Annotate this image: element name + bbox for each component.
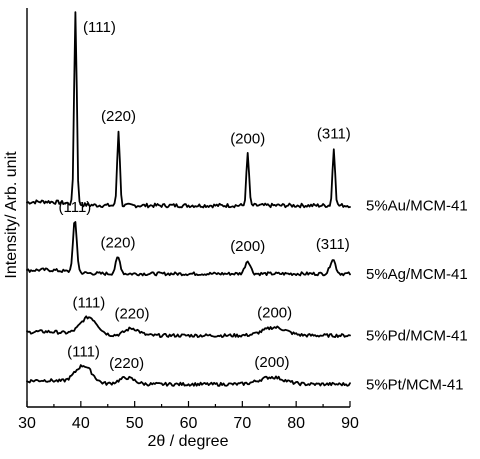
peak-label: (220)	[114, 305, 149, 322]
peak-label: (220)	[100, 235, 135, 252]
peak-label: (311)	[316, 236, 350, 253]
trace-5-au-mcm-41	[26, 11, 351, 209]
trace-5-ag-mcm-41	[26, 221, 351, 277]
x-axis-title: 2θ / degree	[148, 433, 229, 450]
peak-label: (200)	[230, 238, 265, 255]
peak-label: (220)	[109, 355, 144, 372]
x-tick-label-70: 70	[233, 415, 251, 432]
sample-label: 5%Au/MCM-41	[366, 198, 468, 215]
sample-label: 5%Pd/MCM-41	[366, 328, 468, 345]
peak-label: (200)	[230, 131, 265, 148]
x-ticks: 30 40 50 60 70 80 90	[18, 401, 359, 432]
trace-5-pt-mcm-41	[26, 364, 351, 387]
peak-label: (111)	[73, 295, 106, 312]
peak-label: (111)	[67, 343, 100, 360]
peak-label: (220)	[101, 108, 136, 125]
diffraction-traces	[26, 11, 351, 387]
x-tick-label-80: 80	[287, 415, 305, 432]
peak-label: (200)	[254, 354, 289, 371]
sample-labels: 5%Au/MCM-41 5%Ag/MCM-41 5%Pd/MCM-41 5%Pt/MC…	[366, 198, 468, 394]
y-axis-title: Intensity/ Arb. unit	[3, 151, 20, 279]
sample-label: 5%Pt/MCM-41	[366, 376, 464, 393]
x-tick-label-50: 50	[126, 415, 144, 432]
peak-labels: (111) (220) (200) (311) (111) (220) (200) (311)…	[59, 19, 351, 372]
peak-label: (200)	[257, 304, 292, 321]
sample-label: 5%Ag/MCM-41	[366, 266, 468, 283]
x-tick-label-90: 90	[341, 415, 359, 432]
peak-label: (111)	[83, 19, 116, 36]
peak-label: (311)	[317, 126, 351, 143]
peak-label: (111)	[59, 199, 92, 216]
x-tick-label-40: 40	[72, 415, 90, 432]
trace-5-pd-mcm-41	[26, 315, 351, 338]
x-tick-label-30: 30	[18, 415, 36, 432]
x-tick-label-60: 60	[180, 415, 198, 432]
